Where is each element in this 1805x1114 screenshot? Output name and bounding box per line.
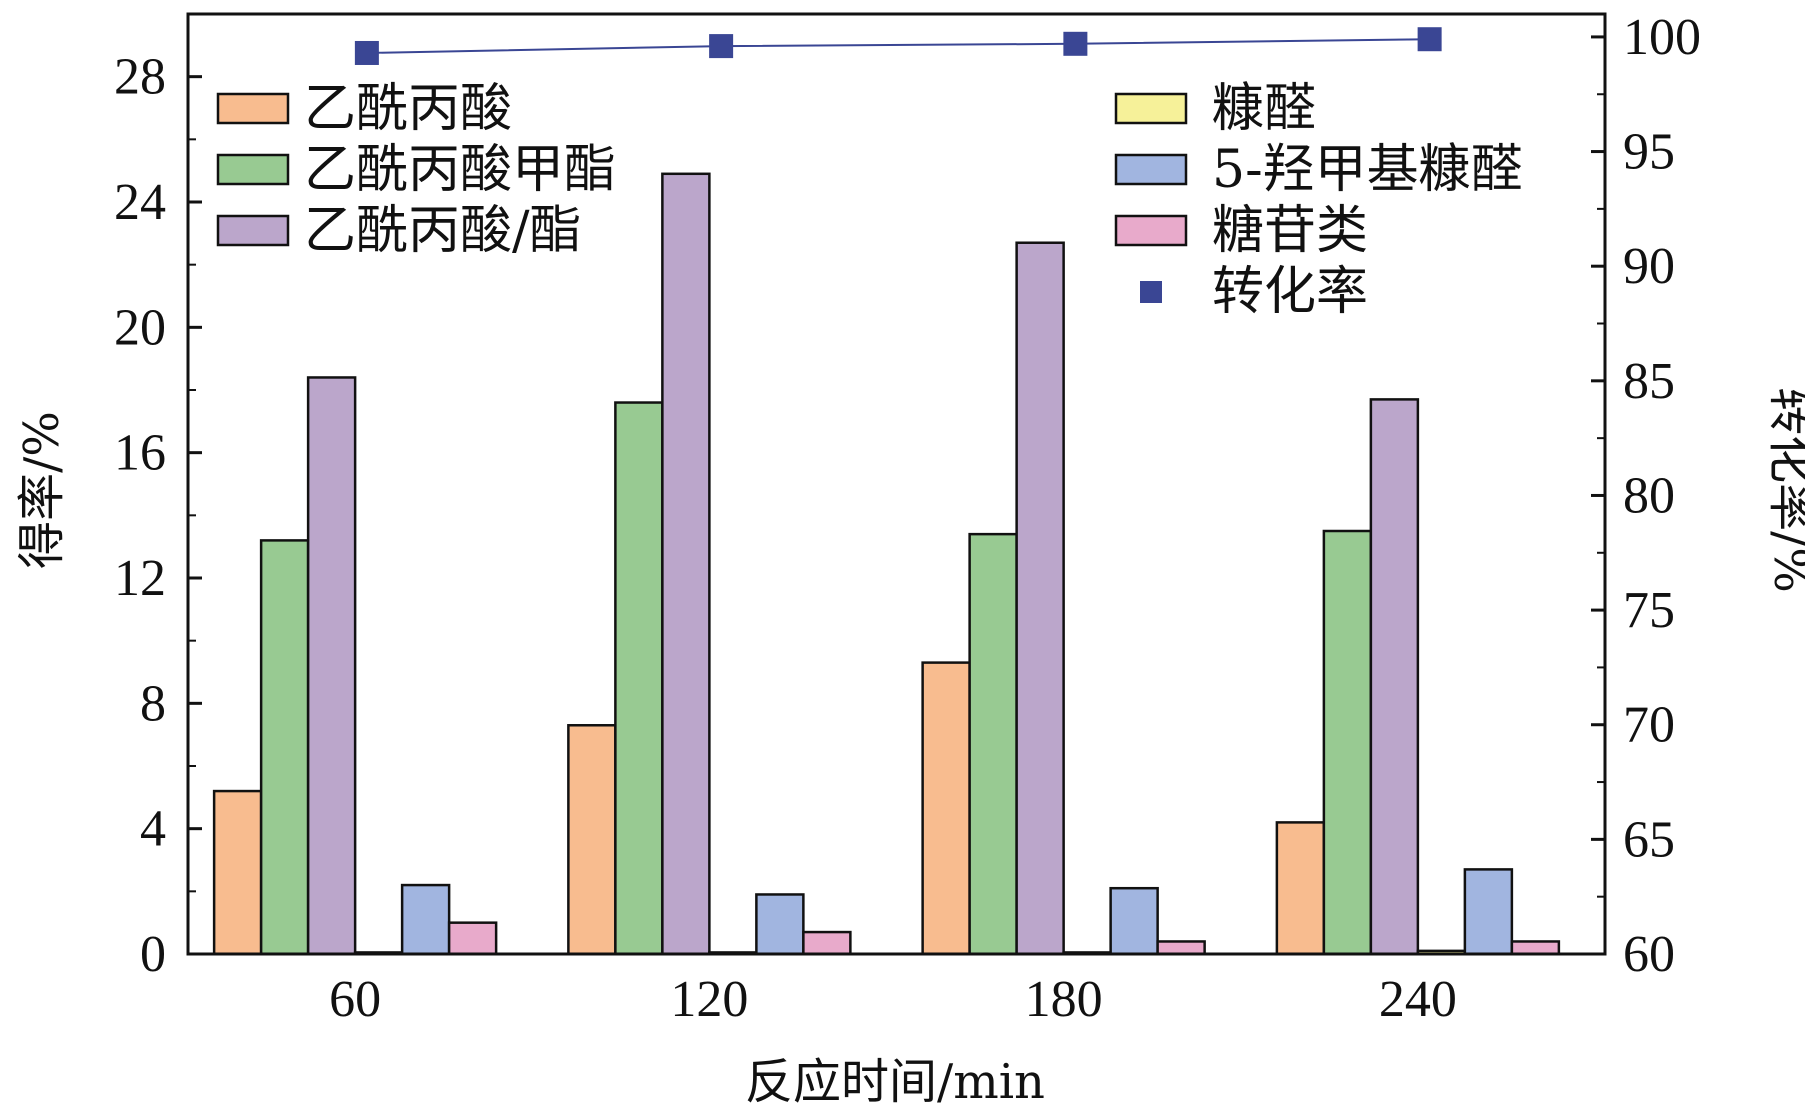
left-y-axis: 0 4 8 12 16 20 24 28: [114, 49, 202, 983]
left-tick-label: 16: [114, 425, 166, 482]
bar: [614, 401, 664, 956]
right-tick-label: 100: [1623, 9, 1701, 66]
bar: [921, 661, 971, 956]
conversion-line: [366, 38, 1430, 54]
bar: [1015, 241, 1065, 956]
right-tick-label: 95: [1623, 124, 1675, 181]
bar: [259, 539, 310, 956]
bar: [1322, 529, 1373, 956]
legend-label: 糠醛: [1212, 79, 1316, 139]
bar: [212, 789, 263, 956]
conversion-line-layer: [354, 27, 1442, 65]
legend-swatch: [1114, 92, 1188, 125]
legend-label: 转化率: [1212, 262, 1368, 322]
bar: [661, 172, 711, 956]
conversion-point: [1063, 31, 1088, 56]
right-y-axis-title: 转化率/%: [1763, 387, 1805, 593]
left-tick-label: 28: [114, 49, 166, 106]
bar: [1510, 940, 1561, 956]
x-axis-title: 反应时间/min: [745, 1054, 1045, 1110]
right-tick-label: 80: [1623, 467, 1675, 524]
bar: [968, 532, 1018, 956]
left-tick-label: 4: [140, 801, 166, 858]
bar: [755, 893, 805, 956]
right-tick-label: 70: [1623, 697, 1675, 754]
legend-swatch: [216, 92, 290, 125]
legend-swatch: [1114, 214, 1188, 247]
legend-swatch: [216, 153, 290, 186]
left-tick-label: 20: [114, 299, 166, 356]
legend-label: 乙酰丙酸: [304, 79, 512, 139]
left-tick-label: 24: [114, 174, 166, 231]
bar: [1156, 940, 1206, 956]
legend-marker: [1140, 281, 1162, 303]
x-tick-label: 180: [1025, 971, 1103, 1028]
right-y-axis: 60 65 70 75 80 85 90 95 100: [1591, 9, 1701, 983]
legend-swatch: [216, 214, 290, 247]
plot-frame: [186, 12, 1607, 956]
bar: [1369, 398, 1420, 956]
right-tick-label: 65: [1623, 811, 1675, 868]
left-tick-label: 12: [114, 550, 166, 607]
conversion-point: [1417, 27, 1442, 52]
bar: [306, 376, 357, 956]
right-tick-label: 75: [1623, 582, 1675, 639]
legend-swatch: [1114, 153, 1188, 186]
legend-label: 糖苷类: [1212, 201, 1368, 261]
right-tick-label: 85: [1623, 353, 1675, 410]
left-tick-label: 8: [140, 675, 166, 732]
bars-layer: [212, 172, 1561, 956]
left-tick-label: 0: [140, 926, 166, 983]
x-axis: 60 120 180 240: [329, 971, 1457, 1028]
right-tick-label: 60: [1623, 926, 1675, 983]
left-y-axis-title: 得率/%: [14, 411, 70, 569]
legend-label: 乙酰丙酸甲酯: [304, 140, 616, 200]
x-tick-label: 120: [670, 971, 748, 1028]
bar: [400, 883, 451, 956]
x-tick-label: 240: [1379, 971, 1457, 1028]
legend-label: 5-羟甲基糠醛: [1212, 140, 1523, 200]
right-tick-label: 90: [1623, 238, 1675, 295]
legend-label: 乙酰丙酸/酯: [304, 201, 582, 261]
bar: [447, 921, 498, 956]
conversion-point: [709, 34, 734, 59]
bar: [1275, 821, 1326, 956]
bar: [567, 724, 617, 956]
bar: [802, 930, 852, 956]
conversion-point: [354, 40, 379, 65]
x-tick-label: 60: [329, 971, 381, 1028]
bar: [1463, 868, 1514, 956]
bar: [1109, 886, 1159, 956]
